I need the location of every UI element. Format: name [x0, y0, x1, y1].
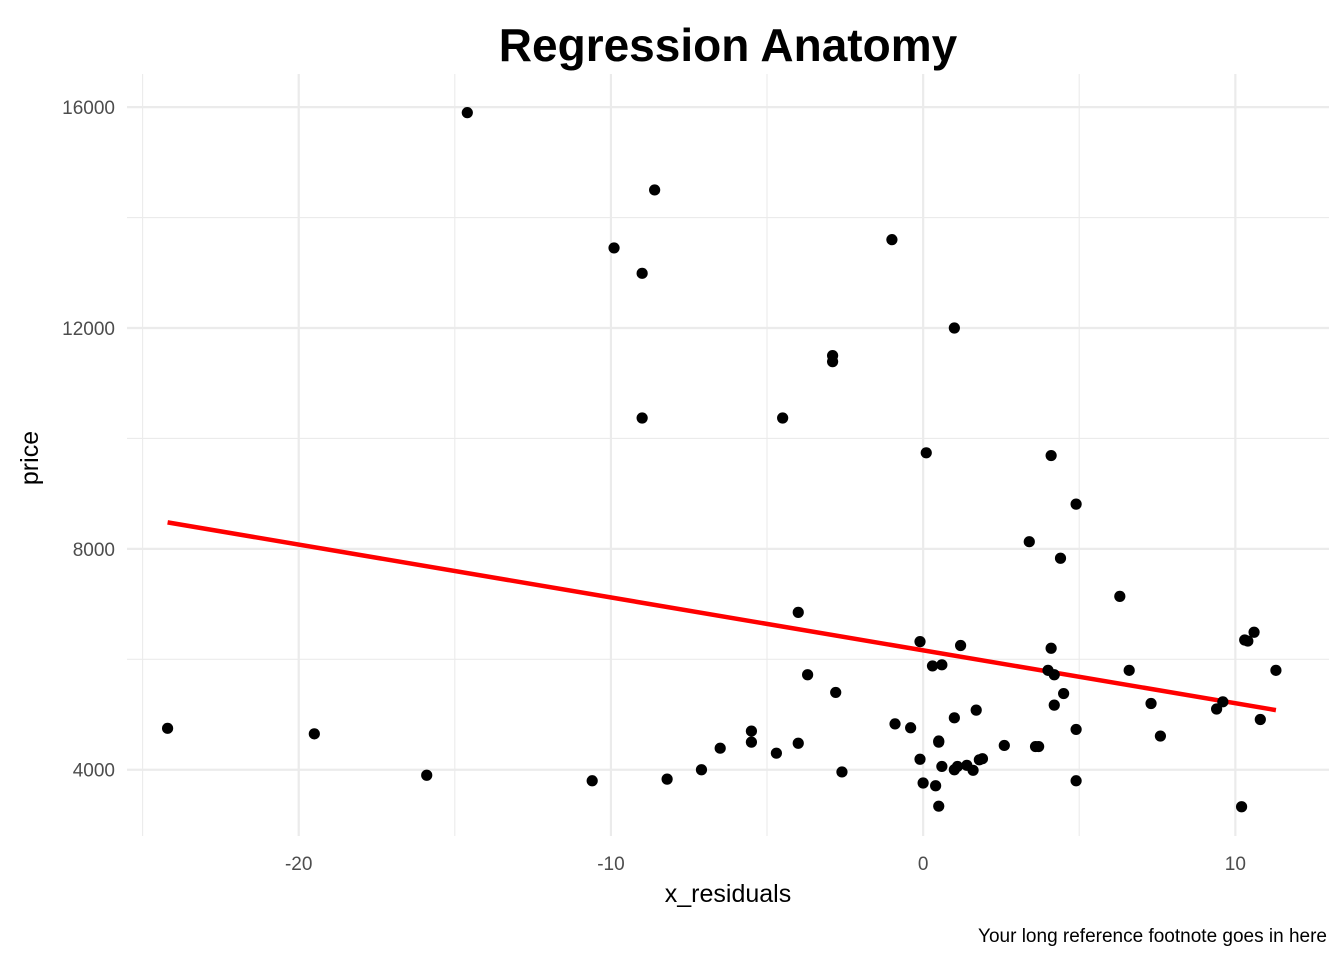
x-axis-title: x_residuals — [665, 880, 791, 908]
data-point — [1033, 740, 1045, 753]
data-point — [826, 356, 839, 368]
data-point — [421, 769, 433, 781]
data-point — [951, 760, 964, 773]
data-point — [308, 728, 320, 740]
data-point — [1048, 669, 1060, 681]
data-point — [998, 739, 1010, 752]
y-tick-label: 16000 — [62, 98, 115, 119]
data-point — [802, 669, 814, 681]
data-point — [1235, 801, 1248, 813]
data-point — [930, 780, 942, 792]
data-point — [905, 722, 917, 734]
data-point — [1145, 697, 1157, 710]
data-point — [1270, 664, 1282, 676]
data-point — [636, 267, 648, 279]
data-point — [1254, 713, 1266, 726]
data-point — [770, 747, 782, 759]
data-point — [792, 606, 804, 618]
data-point — [948, 322, 960, 334]
scatter-points — [161, 107, 1282, 813]
data-point — [1070, 723, 1082, 736]
chart-title: Regression Anatomy — [499, 19, 958, 71]
data-point — [1058, 687, 1070, 700]
data-point — [936, 760, 948, 773]
y-tick-label: 12000 — [62, 319, 115, 340]
data-point — [936, 659, 948, 671]
x-tick-label: -10 — [597, 854, 624, 875]
data-point — [976, 753, 989, 765]
data-point — [1054, 552, 1067, 564]
data-point — [161, 722, 174, 734]
data-point — [836, 766, 848, 778]
data-point — [1248, 626, 1260, 638]
data-point — [948, 712, 960, 724]
regression-line-layer — [167, 520, 1277, 713]
y-axis-title: price — [16, 431, 44, 485]
data-point — [608, 242, 620, 254]
data-point — [970, 704, 982, 716]
data-point — [1070, 775, 1082, 787]
data-point — [967, 764, 979, 776]
data-point — [695, 764, 708, 776]
data-point — [1154, 730, 1167, 742]
data-point — [661, 773, 673, 785]
data-point — [886, 234, 898, 246]
y-tick-label: 8000 — [73, 540, 115, 561]
data-point — [933, 800, 945, 812]
x-tick-label: 0 — [918, 854, 929, 875]
tick-labels: 4000 8000 12000 16000 -20 -10 0 10 — [62, 98, 1246, 875]
data-point — [920, 447, 932, 459]
regression-line — [167, 520, 1277, 713]
data-point — [926, 660, 939, 672]
data-point — [954, 639, 967, 652]
data-point — [745, 736, 758, 748]
data-point — [933, 735, 945, 747]
x-tick-label: 10 — [1225, 854, 1246, 875]
grid-lines — [127, 74, 1329, 836]
data-point — [745, 725, 758, 737]
x-tick-label: -20 — [285, 854, 312, 875]
data-point — [636, 412, 648, 424]
data-point — [889, 718, 901, 730]
data-point — [914, 753, 926, 765]
data-point — [830, 686, 842, 699]
data-point — [917, 777, 929, 789]
data-point — [461, 107, 473, 119]
data-point — [1123, 664, 1135, 676]
data-point — [1023, 536, 1035, 548]
data-point — [1242, 635, 1254, 647]
data-point — [1045, 449, 1057, 462]
data-point — [649, 184, 661, 196]
footnote-caption: Your long reference footnote goes in her… — [978, 926, 1327, 947]
y-tick-label: 4000 — [73, 761, 115, 782]
data-point — [1048, 699, 1060, 711]
data-point — [792, 737, 804, 749]
data-point — [714, 742, 726, 754]
data-point — [1070, 498, 1082, 510]
data-point — [1217, 696, 1229, 708]
data-point — [1045, 642, 1057, 654]
data-point — [914, 636, 926, 648]
data-point — [1114, 590, 1126, 602]
data-point — [777, 412, 789, 424]
data-point — [586, 775, 598, 787]
